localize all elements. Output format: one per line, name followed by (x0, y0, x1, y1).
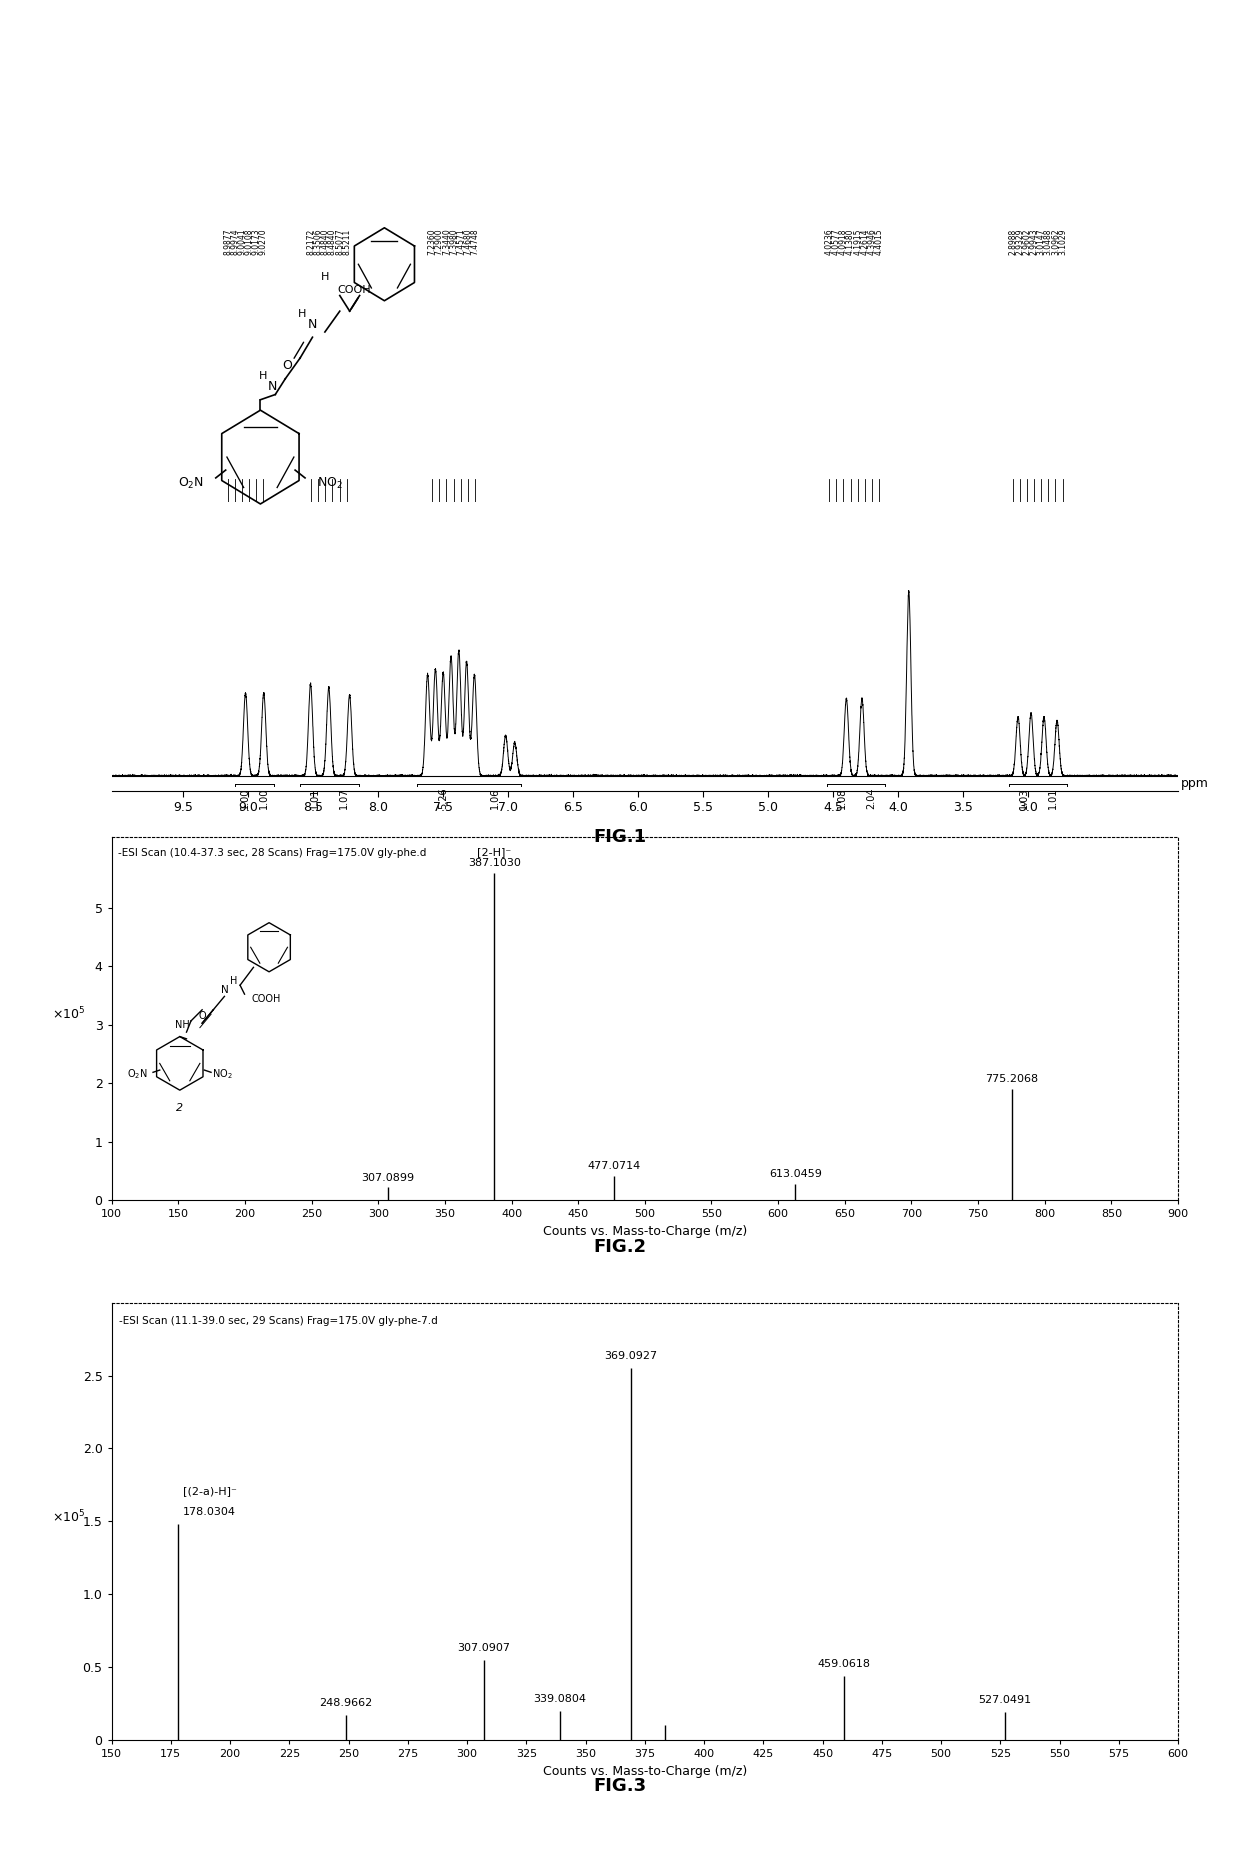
Text: 8.9974: 8.9974 (231, 229, 239, 255)
Text: 4.1915: 4.1915 (853, 229, 862, 255)
Text: 1.01: 1.01 (310, 787, 320, 810)
Text: H: H (259, 372, 267, 382)
Text: H: H (299, 309, 306, 318)
Text: 7.4680: 7.4680 (464, 229, 472, 255)
Text: 9.0270: 9.0270 (259, 229, 268, 255)
Text: 8.3506: 8.3506 (314, 229, 322, 255)
Text: FIG.1: FIG.1 (594, 828, 646, 847)
Text: 1.00: 1.00 (239, 787, 250, 810)
Text: 3.0147: 3.0147 (1037, 229, 1045, 255)
Text: $\times$10$^5$: $\times$10$^5$ (52, 1007, 84, 1022)
Text: 4.0918: 4.0918 (839, 229, 848, 255)
Text: NO$_2$: NO$_2$ (317, 476, 342, 491)
Text: O: O (283, 359, 293, 372)
Text: 1.00: 1.00 (259, 787, 269, 810)
Text: 3.0962: 3.0962 (1052, 229, 1060, 255)
Text: 1.01: 1.01 (1048, 787, 1058, 810)
Text: 178.0304: 178.0304 (182, 1507, 236, 1517)
Text: H: H (321, 272, 329, 283)
Text: 387.1030: 387.1030 (467, 858, 521, 867)
Text: 1.07: 1.07 (339, 787, 350, 810)
Text: 7.4571: 7.4571 (456, 229, 465, 255)
Text: 775.2068: 775.2068 (985, 1074, 1038, 1085)
Text: 7.2360: 7.2360 (428, 229, 436, 255)
Text: ppm: ppm (1180, 778, 1209, 791)
Text: 248.9662: 248.9662 (320, 1697, 373, 1708)
Text: H: H (229, 975, 237, 986)
Text: 8.4840: 8.4840 (321, 229, 330, 255)
Text: 9.0173: 9.0173 (252, 229, 260, 255)
Text: 1.06: 1.06 (490, 787, 500, 810)
Text: 4.2614: 4.2614 (861, 229, 869, 255)
Text: 9.0041: 9.0041 (238, 229, 247, 255)
Text: O: O (198, 1012, 206, 1022)
Text: 4.4015: 4.4015 (874, 229, 884, 255)
Text: O$_2$N: O$_2$N (179, 476, 203, 491)
Text: FIG.3: FIG.3 (594, 1777, 646, 1796)
Text: -ESI Scan (10.4-37.3 sec, 28 Scans) Frag=175.0V gly-phe.d: -ESI Scan (10.4-37.3 sec, 28 Scans) Frag… (118, 849, 427, 858)
Text: 2.04: 2.04 (866, 787, 875, 810)
Text: COOH: COOH (337, 285, 371, 296)
Text: 2.9602: 2.9602 (1022, 229, 1032, 255)
Text: 1.03: 1.03 (1018, 787, 1028, 810)
Text: $\times$10$^5$: $\times$10$^5$ (52, 1509, 84, 1524)
Text: 4.1380: 4.1380 (846, 229, 856, 255)
Text: 2.9943: 2.9943 (1029, 229, 1038, 255)
Text: 7.3980: 7.3980 (449, 229, 458, 255)
Text: 307.0899: 307.0899 (361, 1172, 414, 1184)
Text: 3.1029: 3.1029 (1058, 229, 1068, 255)
Text: O$_2$N: O$_2$N (126, 1068, 148, 1081)
Text: [2-H]⁻: [2-H]⁻ (477, 847, 511, 858)
Text: [(2-a)-H]⁻: [(2-a)-H]⁻ (182, 1487, 237, 1496)
Text: 7.3440: 7.3440 (441, 229, 451, 255)
Text: 1.08: 1.08 (837, 787, 847, 810)
Text: 2.9329: 2.9329 (1016, 229, 1024, 255)
Text: N: N (221, 984, 228, 994)
Text: 8.4840: 8.4840 (327, 229, 337, 255)
Text: 9.0108: 9.0108 (244, 229, 254, 255)
Text: 8.5211: 8.5211 (342, 229, 351, 255)
Text: NH: NH (175, 1020, 190, 1031)
Text: 477.0714: 477.0714 (588, 1161, 641, 1171)
X-axis label: Counts vs. Mass-to-Charge (m/z): Counts vs. Mass-to-Charge (m/z) (543, 1764, 746, 1777)
Text: -ESI Scan (11.1-39.0 sec, 29 Scans) Frag=175.0V gly-phe-7.d: -ESI Scan (11.1-39.0 sec, 29 Scans) Frag… (119, 1316, 438, 1325)
Text: 4.0236: 4.0236 (825, 229, 833, 255)
Text: 527.0491: 527.0491 (978, 1695, 1032, 1705)
Text: 7.2900: 7.2900 (435, 229, 444, 255)
Text: NO$_2$: NO$_2$ (212, 1068, 233, 1081)
Text: 8.5077: 8.5077 (335, 229, 343, 255)
Text: 307.0907: 307.0907 (458, 1643, 511, 1653)
Text: N: N (268, 380, 278, 393)
Text: 4.0577: 4.0577 (832, 229, 841, 255)
Text: 459.0618: 459.0618 (817, 1658, 870, 1669)
Text: FIG.2: FIG.2 (594, 1238, 646, 1256)
Text: 5.26: 5.26 (438, 787, 448, 810)
Text: 7.4748: 7.4748 (471, 229, 480, 255)
Text: 3.0488: 3.0488 (1044, 229, 1053, 255)
Text: 8.2172: 8.2172 (306, 229, 315, 255)
X-axis label: Counts vs. Mass-to-Charge (m/z): Counts vs. Mass-to-Charge (m/z) (543, 1225, 746, 1238)
Text: 369.0927: 369.0927 (604, 1351, 657, 1360)
Text: 2.8988: 2.8988 (1008, 229, 1017, 255)
Text: 4.3946: 4.3946 (868, 229, 877, 255)
Text: 339.0804: 339.0804 (533, 1694, 587, 1703)
Text: 613.0459: 613.0459 (769, 1169, 822, 1180)
Text: N: N (308, 318, 317, 331)
Text: 2: 2 (176, 1104, 184, 1113)
Text: 8.9877: 8.9877 (223, 229, 232, 255)
Text: COOH: COOH (252, 994, 280, 1003)
